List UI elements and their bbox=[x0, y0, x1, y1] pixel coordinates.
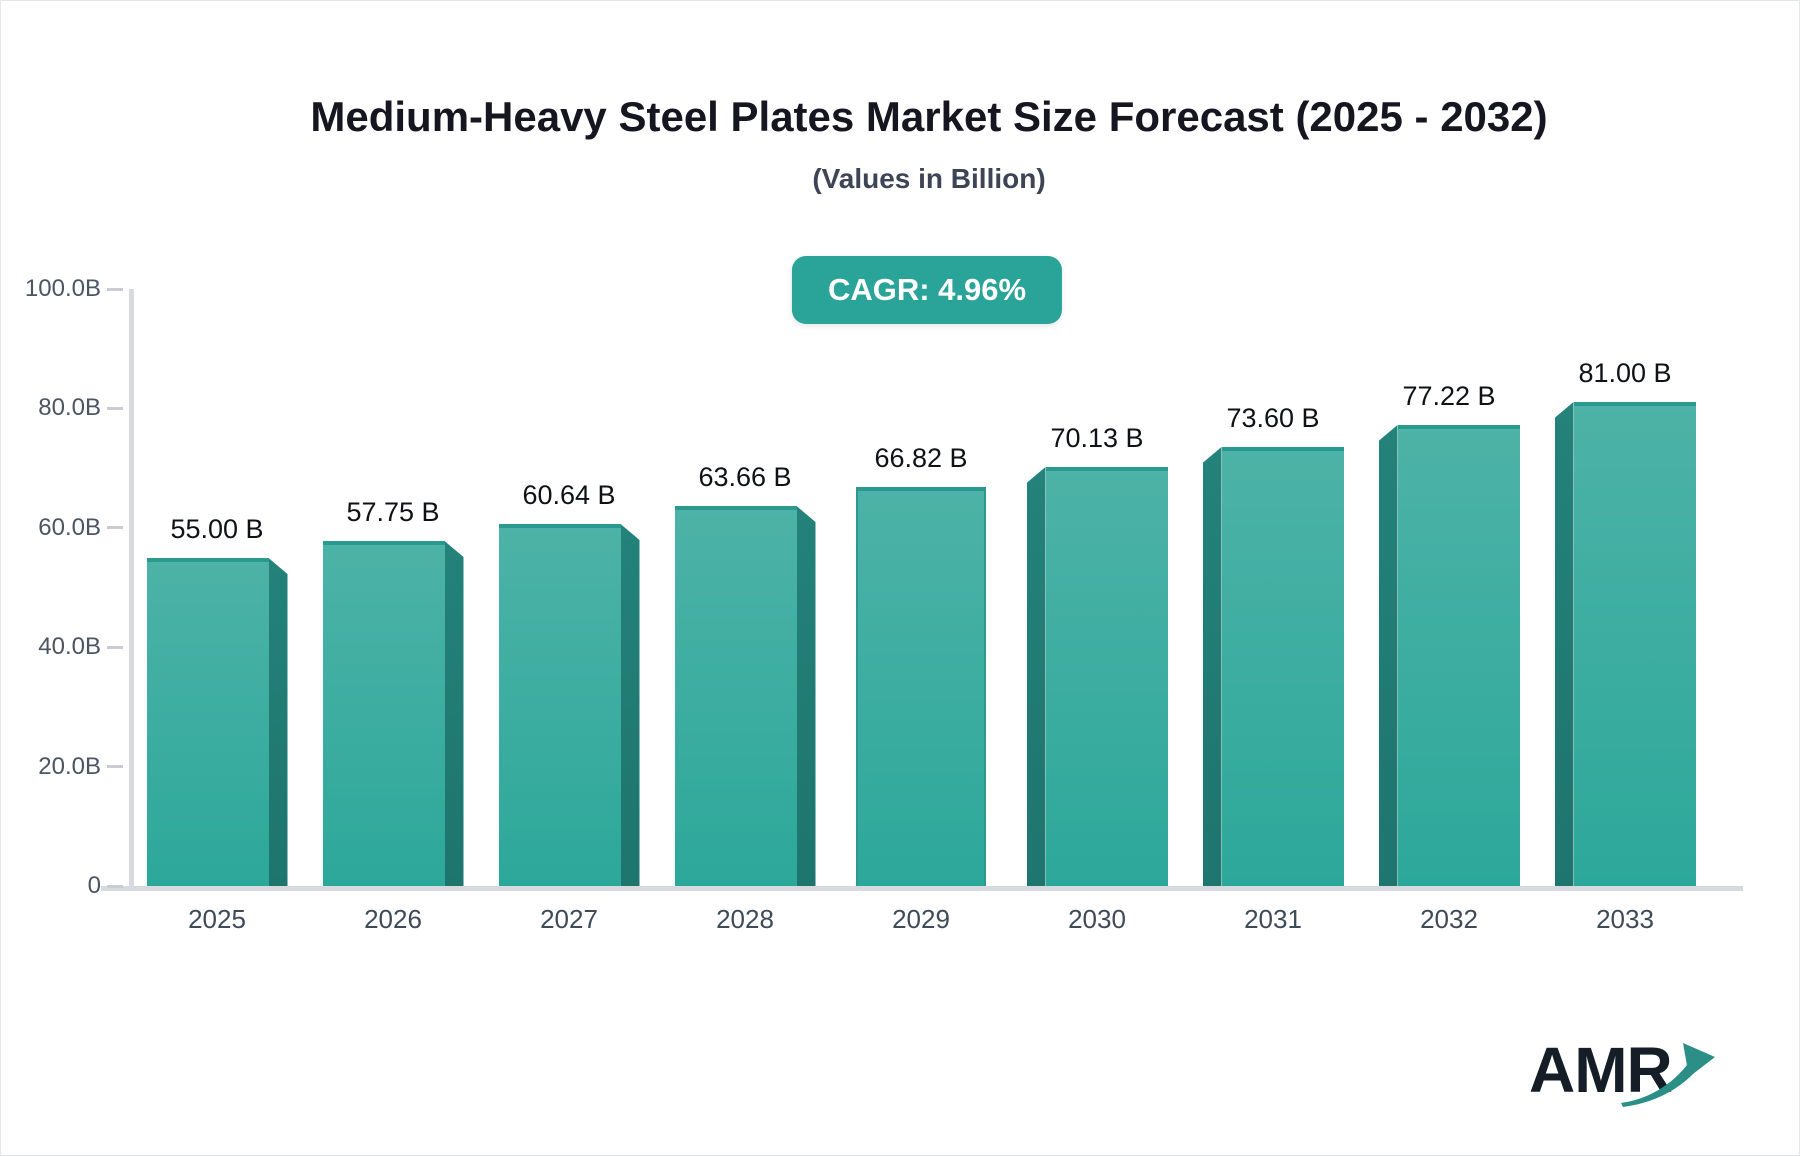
bar-value-label: 81.00 B bbox=[1578, 358, 1672, 388]
y-tick-label: 100.0B bbox=[24, 275, 101, 302]
bar-face bbox=[856, 487, 986, 886]
bar-side bbox=[796, 506, 816, 886]
amr-logo: AMR bbox=[1529, 1033, 1739, 1123]
bar-value-label: 55.00 B bbox=[170, 514, 264, 544]
y-tick-dash bbox=[107, 526, 123, 530]
chart-title: Medium-Heavy Steel Plates Market Size Fo… bbox=[310, 93, 1548, 140]
bar-2031 bbox=[1202, 447, 1344, 886]
y-tick-dash bbox=[107, 765, 123, 769]
bar-value-label: 60.64 B bbox=[522, 480, 616, 510]
bar-side bbox=[268, 558, 288, 886]
y-tick-dash bbox=[107, 884, 123, 888]
bar-2025 bbox=[146, 558, 288, 886]
x-tick-label: 2033 bbox=[1596, 904, 1654, 934]
bar-2033 bbox=[1554, 402, 1696, 886]
cagr-badge: CAGR: 4.96% bbox=[791, 256, 1063, 324]
x-tick-label: 2032 bbox=[1420, 904, 1478, 934]
y-tick-dash bbox=[107, 406, 123, 410]
y-tick-label: 60.0B bbox=[38, 513, 101, 541]
y-tick-label: 20.0B bbox=[38, 752, 101, 780]
bar-face bbox=[674, 506, 797, 886]
bar-side bbox=[1378, 425, 1398, 886]
y-tick-dash bbox=[107, 645, 123, 649]
amr-logo-text: AMR bbox=[1529, 1034, 1673, 1106]
y-tick-dash bbox=[107, 287, 123, 291]
bar-value-label: 73.60 B bbox=[1226, 403, 1320, 433]
bar-2026 bbox=[322, 541, 464, 886]
x-tick-label: 2028 bbox=[716, 904, 774, 934]
y-axis-line bbox=[129, 289, 134, 890]
bar-face bbox=[1045, 467, 1168, 886]
bar-value-label: 63.66 B bbox=[698, 462, 792, 492]
bar-value-label: 57.75 B bbox=[346, 497, 440, 527]
bar-face bbox=[322, 541, 445, 886]
bar-value-label: 66.82 B bbox=[874, 443, 968, 473]
bar-2028 bbox=[674, 506, 816, 886]
x-tick-label: 2029 bbox=[892, 904, 950, 934]
x-tick-label: 2030 bbox=[1068, 904, 1126, 934]
bar-side bbox=[620, 524, 640, 886]
bar-value-label: 77.22 B bbox=[1402, 381, 1496, 411]
y-tick-label: 40.0B bbox=[38, 633, 101, 661]
bar-side bbox=[444, 541, 464, 886]
bar-side bbox=[1026, 467, 1046, 886]
x-tick-label: 2026 bbox=[364, 904, 422, 934]
y-tick-label: 0 bbox=[87, 872, 101, 899]
bar-2029 bbox=[856, 487, 986, 886]
bar-side bbox=[1554, 402, 1574, 886]
x-axis-line bbox=[101, 886, 1743, 891]
bar-face bbox=[498, 524, 621, 886]
y-tick-label: 80.0B bbox=[38, 394, 101, 422]
bar-face bbox=[146, 558, 269, 886]
x-tick-label: 2025 bbox=[188, 904, 246, 934]
bar-face bbox=[1221, 447, 1344, 886]
bar-face bbox=[1397, 425, 1520, 886]
growth-arrow-icon bbox=[1621, 1043, 1715, 1107]
chart-subtitle: (Values in Billion) bbox=[812, 163, 1046, 194]
bar-2032 bbox=[1378, 425, 1520, 886]
x-tick-label: 2027 bbox=[540, 904, 598, 934]
bar-value-label: 70.13 B bbox=[1050, 423, 1144, 453]
bar-2027 bbox=[498, 524, 640, 886]
bar-side bbox=[1202, 447, 1222, 886]
x-tick-label: 2031 bbox=[1244, 904, 1302, 934]
bar-face bbox=[1573, 402, 1696, 886]
bar-2030 bbox=[1026, 467, 1168, 886]
